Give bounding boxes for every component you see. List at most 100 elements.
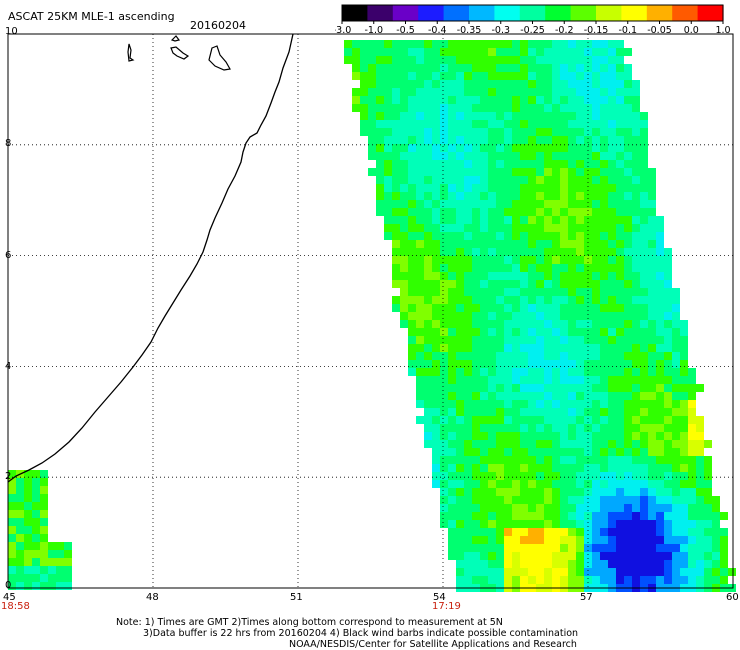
data-cell — [464, 112, 472, 120]
data-cell — [488, 440, 496, 448]
data-cell — [472, 504, 480, 512]
data-cell — [464, 72, 472, 80]
data-cell — [392, 128, 400, 136]
data-cell — [496, 80, 504, 88]
data-cell — [560, 216, 568, 224]
data-cell — [432, 240, 440, 248]
data-cell — [544, 376, 552, 384]
data-cell — [488, 576, 496, 584]
data-cell — [488, 176, 496, 184]
data-cell — [552, 288, 560, 296]
data-cell — [344, 48, 352, 56]
data-cell — [584, 64, 592, 72]
data-cell — [504, 216, 512, 224]
data-cell — [32, 542, 40, 550]
data-cell — [432, 456, 440, 464]
data-cell — [536, 48, 544, 56]
data-cell — [488, 96, 496, 104]
data-cell — [400, 296, 408, 304]
data-cell — [536, 552, 544, 560]
data-cell — [568, 272, 576, 280]
data-cell — [488, 336, 496, 344]
data-cell — [432, 48, 440, 56]
data-cell — [544, 256, 552, 264]
data-cell — [472, 432, 480, 440]
data-cell — [680, 320, 688, 328]
data-cell — [576, 488, 584, 496]
data-cell — [568, 48, 576, 56]
data-cell — [24, 510, 32, 518]
data-cell — [576, 480, 584, 488]
data-cell — [424, 288, 432, 296]
data-cell — [424, 120, 432, 128]
data-cell — [608, 568, 616, 576]
data-cell — [424, 440, 432, 448]
data-cell — [552, 440, 560, 448]
data-cell — [584, 216, 592, 224]
data-cell — [712, 496, 720, 504]
data-cell — [680, 576, 688, 584]
data-cell — [544, 440, 552, 448]
data-cell — [616, 416, 624, 424]
data-cell — [632, 232, 640, 240]
data-cell — [696, 528, 704, 536]
data-cell — [488, 232, 496, 240]
data-cell — [424, 360, 432, 368]
data-cell — [536, 256, 544, 264]
data-cell — [624, 304, 632, 312]
data-cell — [416, 152, 424, 160]
data-cell — [504, 40, 512, 48]
data-cell — [512, 440, 520, 448]
data-cell — [640, 536, 648, 544]
data-cell — [480, 80, 488, 88]
data-cell — [656, 248, 664, 256]
data-cell — [600, 344, 608, 352]
data-cell — [640, 496, 648, 504]
data-cell — [688, 424, 696, 432]
data-cell — [448, 384, 456, 392]
data-cell — [480, 184, 488, 192]
data-cell — [624, 168, 632, 176]
data-cell — [360, 64, 368, 72]
data-cell — [504, 56, 512, 64]
data-cell — [640, 240, 648, 248]
data-cell — [400, 256, 408, 264]
data-cell — [472, 400, 480, 408]
data-cell — [480, 496, 488, 504]
data-cell — [560, 544, 568, 552]
data-cell — [512, 88, 520, 96]
data-cell — [504, 272, 512, 280]
data-cell — [528, 496, 536, 504]
data-cell — [456, 472, 464, 480]
data-cell — [584, 512, 592, 520]
data-cell — [512, 240, 520, 248]
data-cell — [432, 152, 440, 160]
data-cell — [392, 64, 400, 72]
data-cell — [528, 64, 536, 72]
data-cell — [376, 168, 384, 176]
data-cell — [672, 392, 680, 400]
data-cell — [544, 344, 552, 352]
data-cell — [624, 320, 632, 328]
data-cell — [704, 568, 712, 576]
data-cell — [408, 40, 416, 48]
colorbar-tick-label: -0.2 — [555, 25, 574, 36]
data-cell — [32, 494, 40, 502]
data-cell — [680, 544, 688, 552]
data-cell — [432, 336, 440, 344]
data-cell — [664, 576, 672, 584]
data-cell — [408, 208, 416, 216]
data-cell — [560, 192, 568, 200]
data-cell — [448, 352, 456, 360]
data-cell — [488, 64, 496, 72]
data-cell — [400, 96, 408, 104]
data-cell — [480, 504, 488, 512]
data-cell — [520, 120, 528, 128]
data-cell — [360, 56, 368, 64]
data-cell — [424, 336, 432, 344]
data-cell — [624, 104, 632, 112]
data-cell — [600, 264, 608, 272]
data-cell — [488, 544, 496, 552]
data-cell — [624, 184, 632, 192]
